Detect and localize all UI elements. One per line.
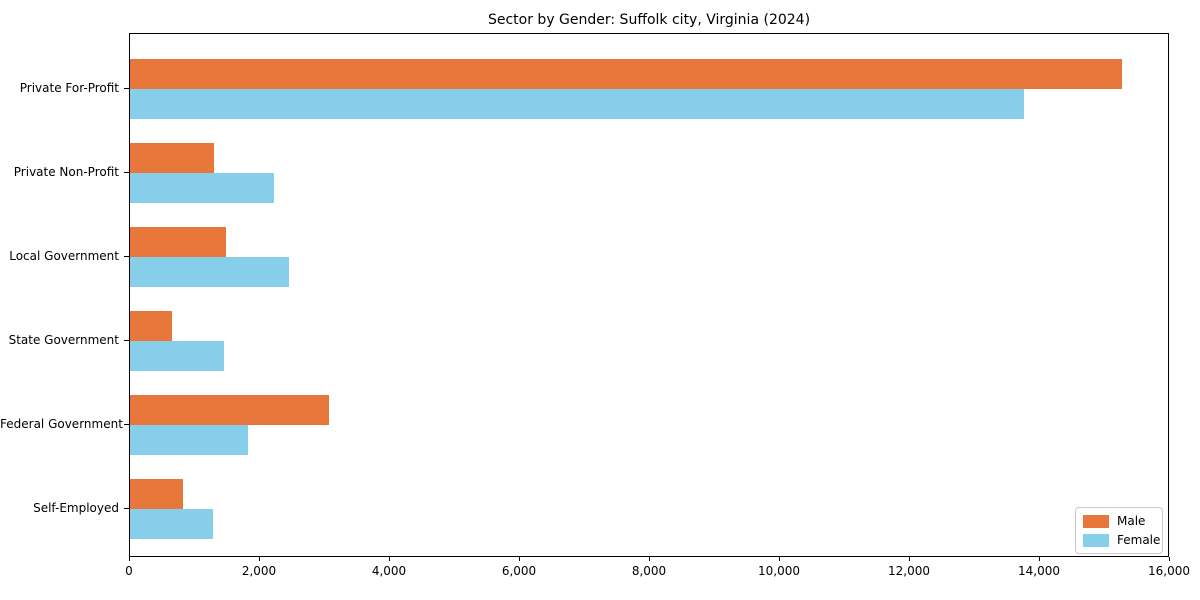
x-tick-label-10-000: 10,000 <box>758 564 800 578</box>
x-tick-mark <box>259 557 260 561</box>
x-tick-mark <box>519 557 520 561</box>
legend: Male Female <box>1075 507 1163 554</box>
y-tick-mark <box>124 508 129 509</box>
bar-male-state-government <box>130 311 172 341</box>
bar-male-federal-government <box>130 395 329 425</box>
x-tick-label-16-000: 16,000 <box>1148 564 1190 578</box>
legend-entry-female: Female <box>1083 533 1160 547</box>
bar-male-local-government <box>130 227 226 257</box>
legend-label-female: Female <box>1117 533 1161 547</box>
y-axis-label-federal-government: Federal Government <box>0 417 123 431</box>
chart-title: Sector by Gender: Suffolk city, Virginia… <box>487 12 811 28</box>
y-tick-mark <box>124 424 129 425</box>
bar-female-state-government <box>130 341 224 371</box>
bar-male-private-for-profit <box>130 59 1122 89</box>
bar-female-self-employed <box>130 509 213 539</box>
x-tick-mark <box>779 557 780 561</box>
plot-area <box>129 33 1169 557</box>
bar-female-private-non-profit <box>130 173 274 203</box>
x-tick-mark <box>129 557 130 561</box>
legend-label-male: Male <box>1117 514 1146 528</box>
y-tick-mark <box>124 88 129 89</box>
y-axis-label-private-for-profit: Private For-Profit <box>19 81 119 95</box>
y-tick-mark <box>124 256 129 257</box>
x-tick-mark <box>1169 557 1170 561</box>
legend-swatch-female-icon <box>1083 533 1109 547</box>
y-axis-label-private-non-profit: Private Non-Profit <box>13 165 119 179</box>
x-tick-label-8-000: 8,000 <box>631 564 667 578</box>
x-tick-label-6-000: 6,000 <box>501 564 537 578</box>
y-axis-label-local-government: Local Government <box>9 249 119 263</box>
y-axis-label-state-government: State Government <box>8 333 119 347</box>
y-axis-label-self-employed: Self-Employed <box>33 501 119 515</box>
x-tick-label-0: 0 <box>125 564 133 578</box>
bar-female-private-for-profit <box>130 89 1024 119</box>
x-tick-label-4-000: 4,000 <box>371 564 407 578</box>
bar-female-local-government <box>130 257 289 287</box>
y-tick-mark <box>124 340 129 341</box>
x-tick-mark <box>1039 557 1040 561</box>
x-tick-mark <box>909 557 910 561</box>
x-tick-mark <box>649 557 650 561</box>
x-tick-label-14-000: 14,000 <box>1018 564 1060 578</box>
bar-female-federal-government <box>130 425 248 455</box>
legend-entry-male: Male <box>1083 514 1154 528</box>
bar-male-self-employed <box>130 479 183 509</box>
bar-male-private-non-profit <box>130 143 214 173</box>
x-tick-mark <box>389 557 390 561</box>
legend-swatch-male-icon <box>1083 514 1109 528</box>
x-tick-label-2-000: 2,000 <box>241 564 277 578</box>
x-tick-label-12-000: 12,000 <box>888 564 930 578</box>
y-tick-mark <box>124 172 129 173</box>
